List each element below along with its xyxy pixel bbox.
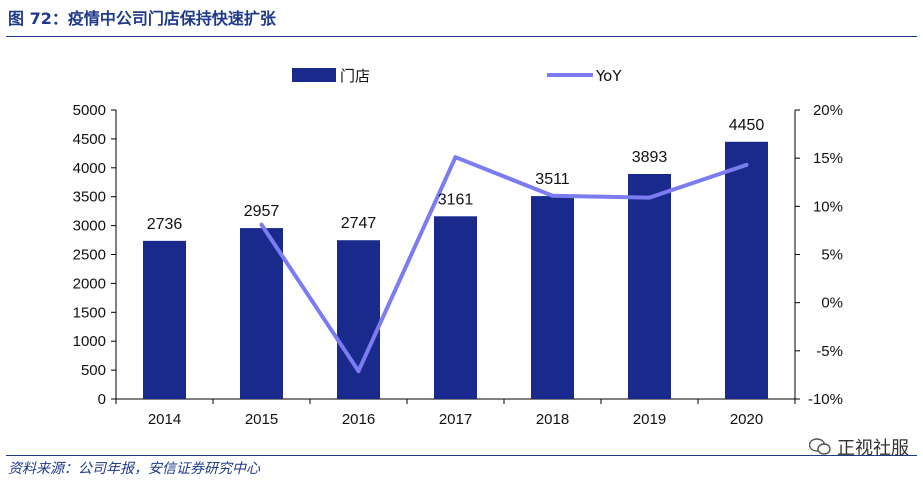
- bar-data-label: 2747: [341, 215, 377, 232]
- bar: [337, 240, 380, 399]
- y-left-tick-label: 1000: [73, 333, 106, 350]
- y-right-tick-label: 10%: [813, 198, 843, 215]
- bar-data-label: 2736: [147, 216, 183, 233]
- y-left-tick-label: 3000: [73, 218, 106, 235]
- legend-label-line: YoY: [595, 67, 622, 85]
- x-tick-label: 2014: [148, 411, 181, 428]
- bar: [240, 228, 283, 399]
- y-left-tick-label: 1500: [73, 304, 106, 321]
- bar-data-label: 3161: [438, 191, 474, 208]
- chart: 门店 YoY 0 500 1000 1500 2000 2500 3000 3500 4000 45…: [73, 67, 843, 428]
- bar: [143, 240, 186, 399]
- yoy-point: [259, 222, 264, 227]
- y-right-tick-label: -10%: [808, 391, 843, 408]
- y-right-tick-label: 20%: [813, 102, 843, 119]
- y-left-tick-label: 0: [98, 391, 106, 408]
- watermark-text: 正视社服: [837, 438, 909, 459]
- bar-data-label: 3893: [632, 149, 668, 166]
- bar: [628, 173, 671, 399]
- y-right-tick-label: -5%: [816, 343, 843, 360]
- bar-data-label: 2957: [244, 203, 280, 220]
- x-tick-label: 2015: [245, 411, 278, 428]
- legend-label-bar: 门店: [340, 67, 370, 85]
- x-tick-label: 2018: [536, 411, 569, 428]
- yoy-point: [550, 193, 555, 198]
- bar-data-label: 4450: [729, 117, 765, 134]
- y-right-tick-label: 0%: [821, 295, 843, 312]
- y-left-tick-label: 2000: [73, 275, 106, 292]
- bars: [143, 141, 768, 400]
- x-tick-label: 2019: [633, 411, 666, 428]
- title-divider: [6, 36, 917, 37]
- yoy-point: [744, 162, 749, 167]
- bar: [725, 141, 768, 400]
- watermark: 正视社服: [809, 434, 909, 460]
- y-left-tick-label: 5000: [73, 102, 106, 119]
- data-labels: 2736 2957 2747 3161 3511 3893 4450: [147, 117, 765, 233]
- y-right-tick-label: 5%: [821, 247, 843, 264]
- bar-data-label: 3511: [535, 171, 570, 188]
- yoy-point: [647, 195, 652, 200]
- x-tick-label: 2020: [730, 411, 763, 428]
- yoy-line: [259, 155, 748, 374]
- footer-divider: [6, 455, 917, 456]
- bar: [434, 216, 477, 399]
- x-tick-label: 2017: [439, 411, 472, 428]
- chart-title: 图 72：疫情中公司门店保持快速扩张: [8, 9, 276, 28]
- axes: 0 500 1000 1500 2000 2500 3000 3500 4000 4500 5000…: [73, 102, 843, 428]
- y-left-tick-label: 3500: [73, 189, 106, 206]
- source-note: 资料来源：公司年报，安信证券研究中心: [8, 461, 260, 477]
- legend: 门店 YoY: [292, 67, 622, 85]
- bar: [531, 196, 574, 399]
- yoy-point: [453, 155, 458, 160]
- y-left-tick-label: 4500: [73, 131, 106, 148]
- y-left-tick-label: 500: [81, 362, 106, 379]
- x-tick-label: 2016: [342, 411, 375, 428]
- y-left-tick-label: 4000: [73, 160, 106, 177]
- y-right-tick-label: 15%: [813, 150, 843, 167]
- legend-swatch-bar: [292, 68, 336, 82]
- wechat-icon: [809, 438, 831, 455]
- y-left-tick-label: 2500: [73, 247, 106, 264]
- yoy-point: [356, 369, 361, 374]
- yoy-line-layer: [259, 155, 749, 374]
